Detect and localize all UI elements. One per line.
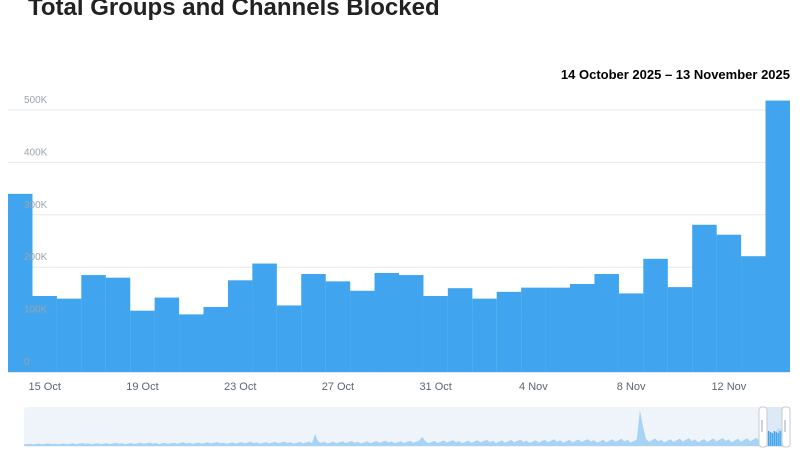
- y-tick-label: 500K: [24, 95, 48, 106]
- date-range-label: 14 October 2025 – 13 November 2025: [560, 67, 790, 82]
- bar[interactable]: [179, 314, 204, 372]
- y-tick-label: 400K: [24, 147, 48, 158]
- x-tick-label: 23 Oct: [224, 381, 256, 393]
- bar[interactable]: [570, 283, 595, 372]
- bar[interactable]: [8, 193, 33, 372]
- navigator-window-bar: [779, 431, 781, 446]
- bar[interactable]: [350, 290, 375, 372]
- navigator-handle[interactable]: [758, 406, 791, 448]
- bar[interactable]: [765, 100, 790, 373]
- y-tick-label: 300K: [24, 200, 48, 211]
- x-tick-label: 8 Nov: [617, 381, 646, 393]
- x-tick-label: 27 Oct: [322, 381, 354, 393]
- bar[interactable]: [692, 224, 717, 372]
- bar[interactable]: [130, 310, 155, 372]
- x-tick-label: 31 Oct: [419, 381, 451, 393]
- bar[interactable]: [301, 274, 326, 372]
- bar[interactable]: [398, 275, 424, 372]
- x-tick-label: 19 Oct: [126, 381, 158, 393]
- navigator-handle-left[interactable]: [758, 406, 768, 448]
- navigator-window-bar: [769, 432, 772, 446]
- bar[interactable]: [252, 263, 277, 372]
- navigator-window-bar: [768, 431, 770, 446]
- x-tick-label: 12 Nov: [711, 381, 746, 393]
- navigator-handle-right[interactable]: [781, 406, 791, 448]
- bar[interactable]: [716, 234, 742, 372]
- navigator-series: [24, 410, 790, 446]
- bar[interactable]: [667, 287, 693, 372]
- bar-series: [8, 100, 790, 373]
- bar[interactable]: [496, 291, 522, 372]
- bar[interactable]: [741, 256, 766, 372]
- x-axis-labels: 15 Oct 19 Oct 23 Oct 27 Oct 31 Oct 4 Nov 8 Nov…: [28, 381, 746, 393]
- navigator-window-bar: [773, 431, 776, 446]
- y-tick-label: 100K: [24, 305, 48, 316]
- bar[interactable]: [325, 281, 351, 372]
- y-tick-label: 0: [24, 357, 30, 368]
- bar[interactable]: [447, 288, 473, 372]
- bar[interactable]: [643, 258, 668, 372]
- bar[interactable]: [521, 287, 546, 372]
- navigator-window-bar: [777, 433, 779, 446]
- bar[interactable]: [227, 280, 253, 372]
- bar[interactable]: [472, 298, 497, 372]
- bar[interactable]: [81, 275, 106, 372]
- navigator-background[interactable]: [24, 407, 790, 447]
- y-tick-label: 200K: [24, 252, 48, 263]
- x-tick-label: 4 Nov: [519, 381, 548, 393]
- bar[interactable]: [56, 298, 82, 372]
- bar[interactable]: [374, 272, 400, 372]
- bar[interactable]: [276, 305, 302, 372]
- x-tick-label: 15 Oct: [28, 381, 60, 393]
- navigator-window-bar: [775, 432, 777, 446]
- bar[interactable]: [32, 296, 57, 372]
- bar[interactable]: [423, 296, 448, 372]
- chart-title: Total Groups and Channels Blocked: [28, 0, 440, 21]
- range-navigator[interactable]: [24, 406, 791, 448]
- y-axis-labels: 0 100K 200K 300K 400K 500K: [24, 95, 48, 368]
- navigator-window-bar: [771, 433, 774, 446]
- bar[interactable]: [594, 274, 619, 372]
- bar[interactable]: [203, 307, 228, 372]
- bar[interactable]: [154, 297, 180, 372]
- bar[interactable]: [105, 277, 131, 372]
- bar[interactable]: [545, 287, 571, 372]
- bar[interactable]: [618, 293, 644, 372]
